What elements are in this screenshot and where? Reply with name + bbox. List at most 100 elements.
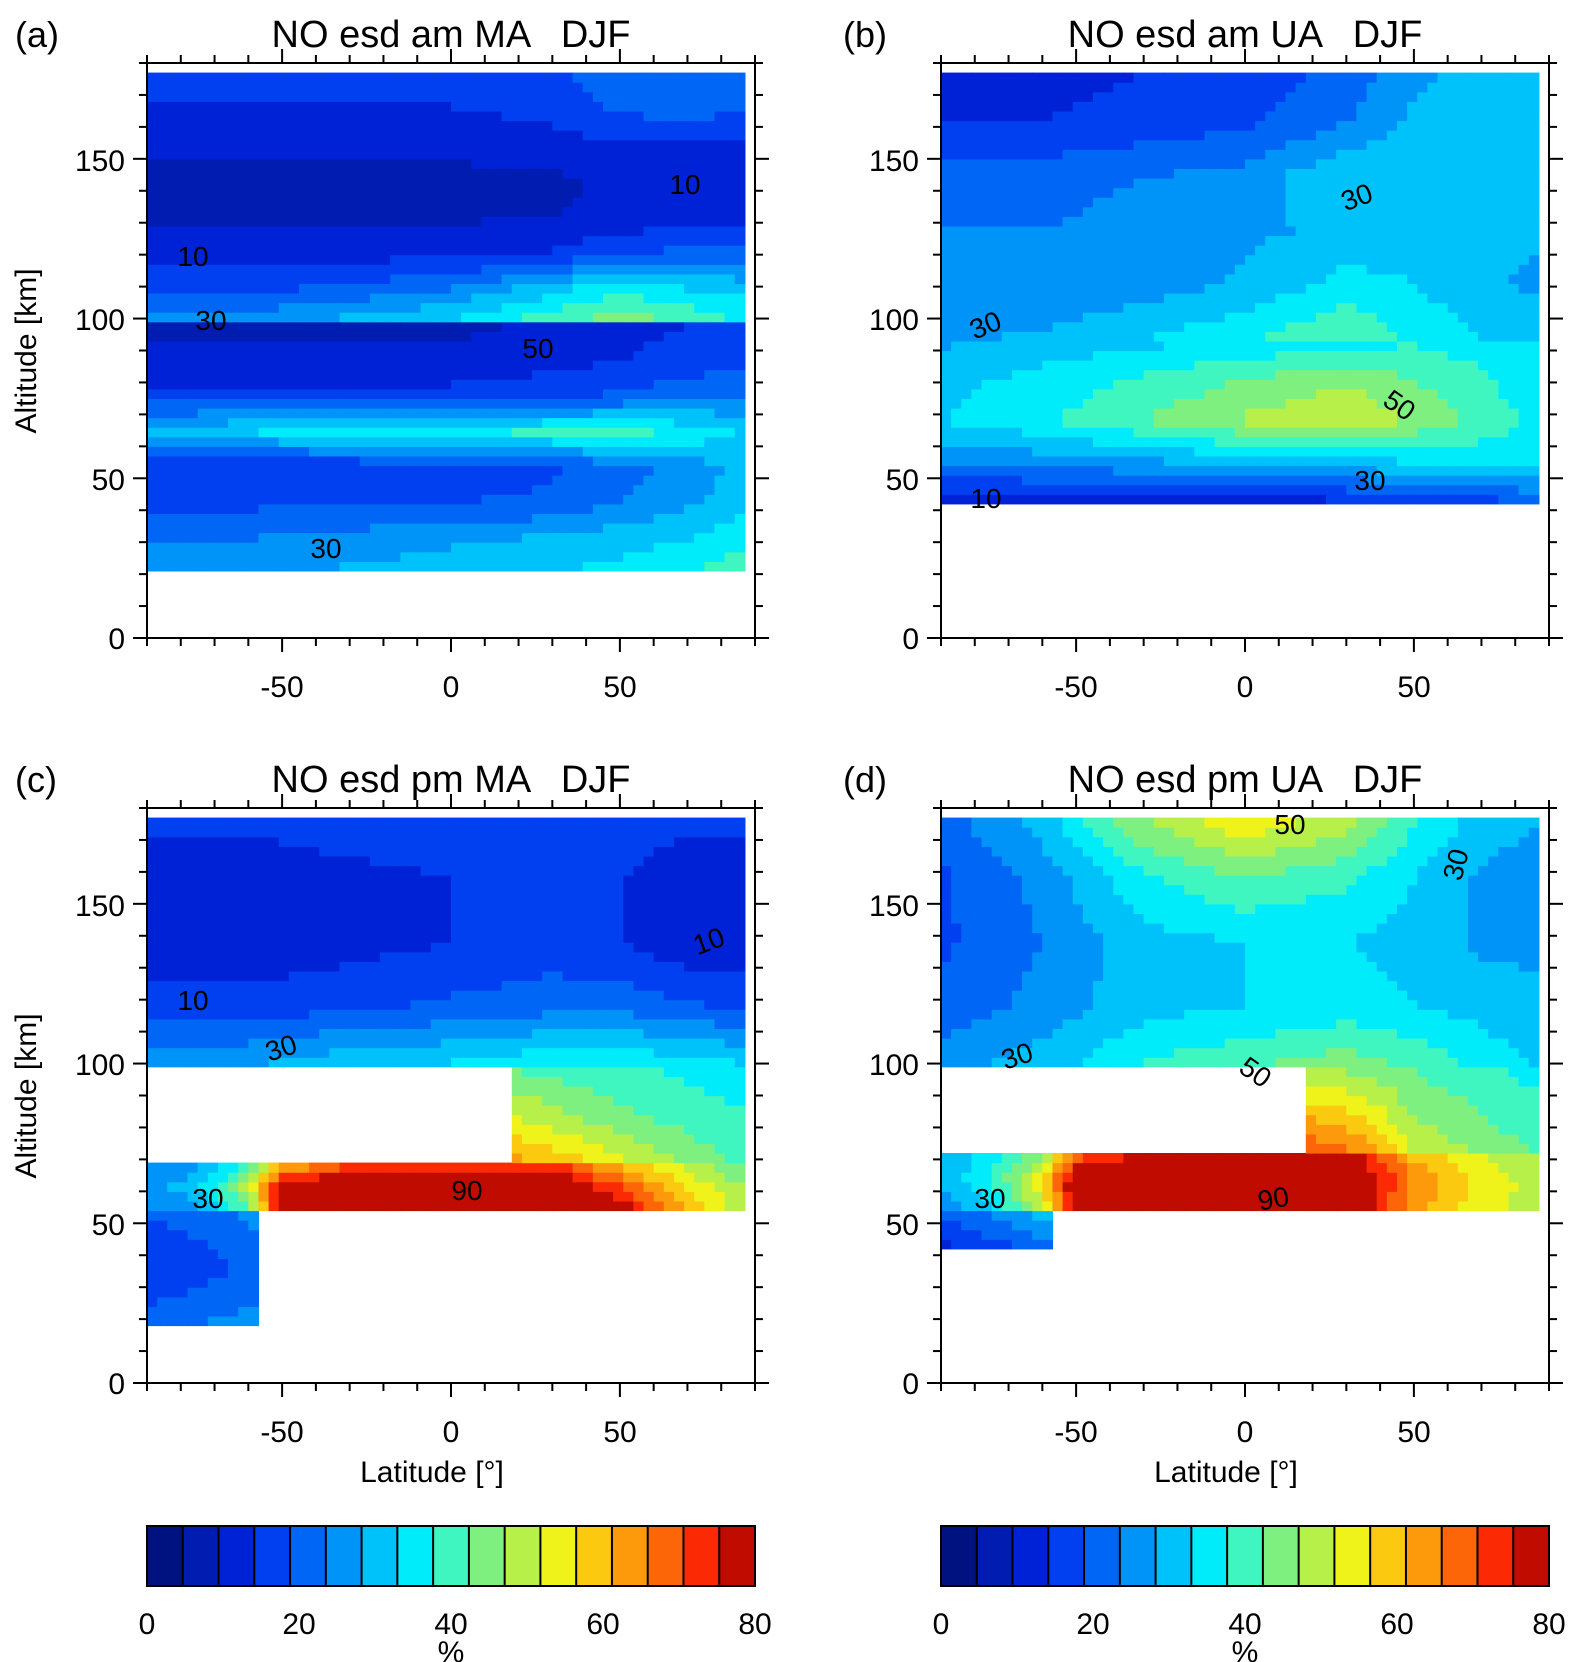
- heatmap-cell: [572, 369, 584, 380]
- heatmap-cell: [177, 340, 189, 352]
- heatmap-cell: [1194, 446, 1206, 457]
- heatmap-cell: [704, 455, 716, 467]
- heatmap-cell: [1093, 168, 1104, 179]
- heatmap-cell: [471, 293, 482, 304]
- heatmap-cell: [451, 101, 462, 112]
- heatmap-cell: [511, 312, 523, 323]
- heatmap-cell: [288, 503, 300, 515]
- heatmap-cell: [1204, 417, 1216, 428]
- heatmap-cell: [461, 523, 472, 534]
- heatmap-cell: [552, 561, 564, 572]
- heatmap-cell: [1174, 72, 1185, 83]
- heatmap-cell: [299, 225, 310, 237]
- heatmap-cell: [562, 225, 574, 237]
- heatmap-cell: [1082, 130, 1094, 141]
- heatmap-cell: [410, 264, 422, 275]
- heatmap-cell: [1022, 82, 1033, 93]
- heatmap-cell: [1103, 379, 1114, 390]
- heatmap-cell: [572, 513, 584, 524]
- heatmap-cell: [1032, 484, 1043, 495]
- heatmap-cell: [663, 379, 675, 390]
- heatmap-cell: [1214, 321, 1226, 332]
- heatmap-cell: [217, 532, 229, 543]
- heatmap-cell: [1174, 235, 1185, 246]
- heatmap-cell: [981, 455, 993, 467]
- heatmap-cell: [1265, 82, 1276, 93]
- heatmap-cell: [663, 523, 675, 534]
- heatmap-cell: [309, 120, 320, 131]
- heatmap-cell: [1305, 245, 1317, 256]
- heatmap-cell: [592, 503, 604, 515]
- heatmap-cell: [532, 484, 543, 495]
- heatmap-cell: [157, 91, 168, 102]
- heatmap-cell: [1174, 417, 1185, 428]
- heatmap-cell: [1062, 427, 1074, 438]
- heatmap-cell: [1113, 273, 1124, 285]
- heatmap-cell: [1245, 350, 1256, 361]
- heatmap-cell: [961, 369, 972, 380]
- heatmap-cell: [349, 82, 361, 93]
- heatmap-cell: [248, 216, 260, 227]
- heatmap-cell: [643, 388, 655, 400]
- heatmap-cell: [207, 475, 219, 486]
- heatmap-cell: [1123, 465, 1135, 476]
- heatmap-cell: [1326, 446, 1337, 457]
- heatmap-cell: [147, 91, 158, 102]
- heatmap-cell: [694, 475, 705, 486]
- heatmap-cell: [951, 283, 962, 294]
- heatmap-cell: [278, 475, 290, 486]
- heatmap-cell: [941, 273, 952, 285]
- heatmap-cell: [197, 206, 209, 217]
- heatmap-cell: [603, 120, 614, 131]
- heatmap-cell: [1305, 360, 1317, 371]
- heatmap-cell: [430, 427, 442, 438]
- heatmap-cell: [1336, 178, 1347, 189]
- heatmap-cell: [390, 312, 401, 323]
- heatmap-cell: [380, 206, 391, 217]
- heatmap-cell: [380, 225, 391, 237]
- heatmap-cell: [633, 216, 645, 227]
- heatmap-cell: [684, 302, 695, 313]
- heatmap-cell: [157, 523, 168, 534]
- heatmap-cell: [941, 197, 952, 208]
- heatmap-cell: [562, 283, 574, 294]
- heatmap-cell: [309, 455, 320, 467]
- heatmap-cell: [167, 494, 178, 505]
- heatmap-cell: [217, 264, 229, 275]
- heatmap-cell: [532, 283, 543, 294]
- heatmap-cell: [147, 302, 158, 313]
- heatmap-cell: [491, 417, 503, 428]
- heatmap-cell: [309, 72, 320, 83]
- heatmap-cell: [228, 264, 239, 275]
- heatmap-cell: [1204, 379, 1216, 390]
- heatmap-cell: [329, 331, 341, 342]
- heatmap-cell: [1103, 350, 1114, 361]
- heatmap-cell: [511, 130, 523, 141]
- heatmap-cell: [501, 446, 513, 457]
- heatmap-cell: [714, 484, 726, 495]
- heatmap-cell: [491, 254, 503, 265]
- heatmap-cell: [299, 245, 310, 256]
- heatmap-cell: [694, 465, 705, 476]
- heatmap-cell: [1103, 178, 1114, 189]
- heatmap-cell: [532, 551, 543, 562]
- heatmap-cell: [207, 455, 219, 467]
- heatmap-cell: [491, 388, 503, 400]
- heatmap-cell: [1093, 331, 1104, 342]
- heatmap-cell: [1153, 283, 1165, 294]
- heatmap-cell: [1103, 331, 1114, 342]
- heatmap-cell: [1204, 110, 1216, 122]
- heatmap-cell: [147, 206, 158, 217]
- heatmap-cell: [1093, 235, 1104, 246]
- heatmap-cell: [1143, 82, 1155, 93]
- heatmap-cell: [258, 187, 270, 198]
- heatmap-cell: [663, 561, 675, 572]
- heatmap-cell: [1255, 436, 1266, 447]
- heatmap-cell: [481, 503, 493, 515]
- heatmap-cell: [511, 388, 523, 400]
- heatmap-cell: [278, 178, 290, 189]
- heatmap-cell: [633, 302, 645, 313]
- heatmap-cell: [1285, 264, 1297, 275]
- heatmap-cell: [147, 245, 158, 256]
- heatmap-cell: [511, 340, 523, 352]
